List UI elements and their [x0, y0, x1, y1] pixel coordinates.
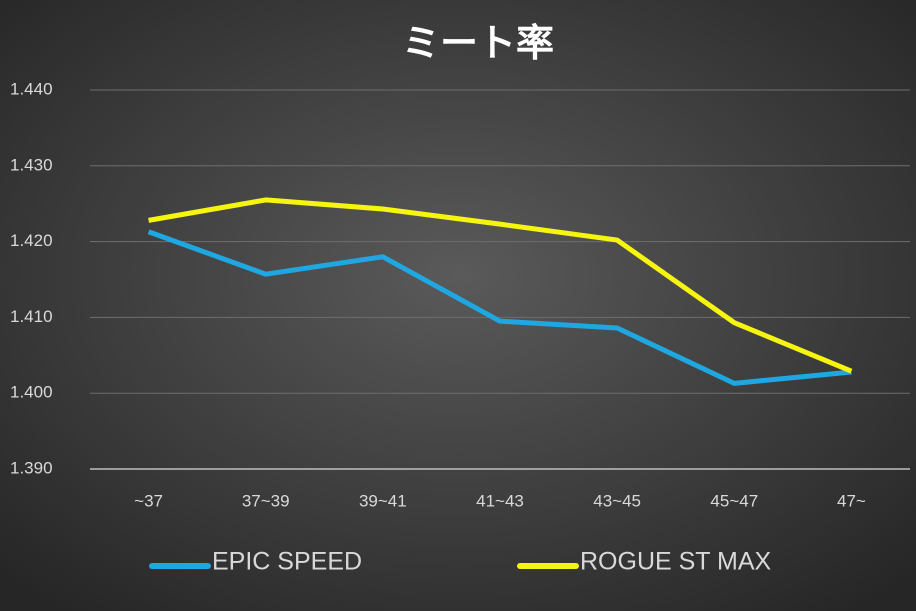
- x-tick-label: ~37: [134, 491, 163, 510]
- legend-label: EPIC SPEED: [212, 548, 362, 576]
- chart-title: ミート率: [402, 23, 554, 65]
- y-tick-label: 1.400: [10, 383, 53, 402]
- y-tick-label: 1.420: [10, 231, 53, 250]
- legend-label: ROGUE ST MAX: [580, 548, 772, 576]
- x-tick-label: 37~39: [242, 491, 290, 510]
- series-line: [148, 197, 853, 374]
- x-tick-label: 47~: [837, 491, 866, 510]
- y-tick-label: 1.390: [10, 458, 53, 477]
- x-tick-label: 41~43: [476, 491, 524, 510]
- x-tick-label: 39~41: [359, 491, 407, 510]
- y-tick-label: 1.440: [10, 79, 53, 98]
- y-tick-label: 1.430: [10, 155, 53, 174]
- x-tick-label: 43~45: [593, 491, 641, 510]
- y-tick-label: 1.410: [10, 307, 53, 326]
- x-tick-label: 45~47: [710, 491, 758, 510]
- series-line: [147, 229, 852, 386]
